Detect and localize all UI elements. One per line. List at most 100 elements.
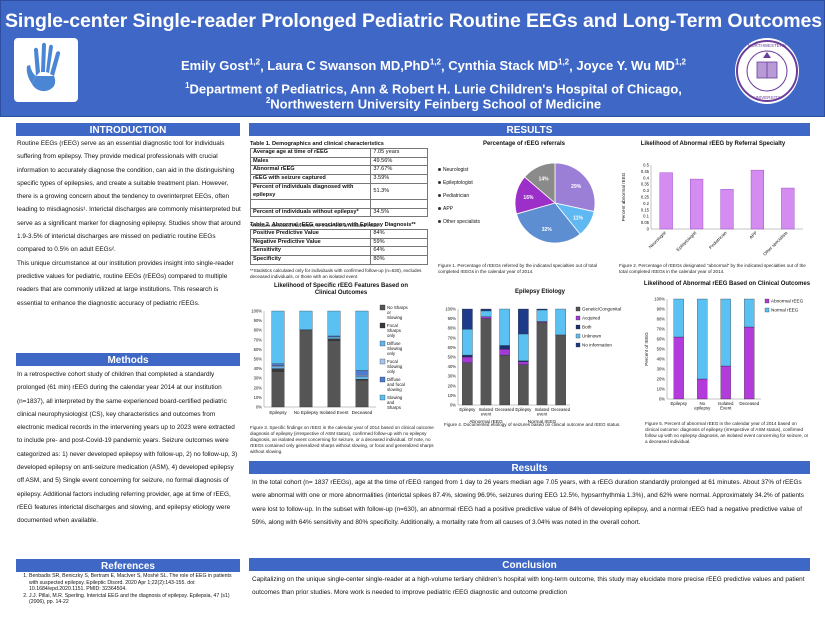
y-tick-label: 60% — [657, 337, 666, 342]
legend-swatch — [575, 342, 581, 348]
bar-segment — [327, 310, 341, 337]
x-tick-label: Deceased — [495, 407, 515, 412]
legend-label: Both — [582, 325, 592, 330]
group-label: Abnormal rEEG — [469, 419, 503, 425]
figure-4-title: Epilepsy Etiology — [514, 289, 565, 295]
table-cell-label: rEEG with seizure captured — [249, 174, 372, 184]
y-tick-label: 20% — [657, 377, 666, 382]
affiliation-1: 1Department of Pediatrics, Ann & Robert … — [185, 81, 682, 97]
x-tick-label: Epilepsy — [515, 407, 532, 412]
bar-segment — [555, 334, 566, 406]
y-tick-label: 0.1 — [643, 214, 649, 219]
table-cell-value: 59% — [370, 237, 428, 248]
legend-swatch — [379, 358, 386, 365]
table-cell-label — [249, 199, 372, 209]
author-name: Cynthia Stack MD1,2 — [448, 58, 570, 74]
table-row: Specificity 80% — [249, 255, 428, 265]
x-tick-label: Isolated — [479, 407, 494, 412]
y-tick-label: 0.2 — [643, 201, 649, 206]
bar-segment — [673, 298, 684, 338]
bar — [720, 189, 734, 230]
y-tick-label: 0.05 — [641, 220, 650, 225]
table-row: Positive Predictive Value 84% — [249, 229, 428, 239]
x-tick-label: epilepsy — [694, 406, 711, 411]
table-cell-label: Abnormal rEEG — [249, 165, 372, 176]
bar-segment — [744, 326, 755, 400]
reference-item: Benbadis SR, Beniczky S, Bertram E, MacI… — [29, 573, 241, 593]
x-tick-label: event — [537, 412, 548, 417]
results-summary-heading: Results — [248, 460, 811, 475]
bar-segment — [744, 298, 755, 328]
legend-bullet-icon — [438, 167, 441, 171]
x-tick-label: Event — [720, 406, 732, 411]
references-heading: References — [15, 558, 241, 573]
methods-text: In a retrospective cohort study of child… — [17, 371, 238, 525]
table-2-footnote: **Statistics calculated only for individ… — [250, 267, 422, 279]
y-tick-label: 20% — [448, 383, 457, 388]
legend-label: Slowing — [387, 395, 403, 400]
x-tick-label: Deceased — [551, 407, 571, 412]
x-tick-label: No Epilepsy — [294, 410, 319, 415]
legend-label: only — [387, 333, 396, 338]
svg-text:NORTHWESTERN: NORTHWESTERN — [748, 43, 786, 48]
x-tick-label: Pediatrician — [708, 230, 728, 250]
table-row: Sensitivity 64% — [249, 246, 428, 257]
affiliation-2: 2Northwestern University Feinberg School… — [265, 96, 602, 112]
legend-label: only — [387, 351, 396, 356]
legend-swatch — [379, 304, 386, 311]
figure-4: Epilepsy Etiology 0% 10% 20% 30% 40% 50% 60% 70… — [440, 289, 640, 439]
table-cell-value: 34.5% — [370, 207, 428, 218]
table-1-footnote: *excludes deceased individuals, or those… — [250, 223, 379, 229]
legend-swatch — [379, 322, 386, 329]
bar-segment — [480, 316, 492, 319]
y-tick-label: 20% — [254, 385, 263, 390]
x-tick-label: APP — [748, 230, 758, 240]
y-tick-label: 100% — [445, 307, 456, 312]
bar-segment — [355, 379, 369, 408]
legend-label: Slowing — [387, 364, 403, 369]
bar — [690, 178, 704, 230]
y-tick-label: 30% — [657, 367, 666, 372]
legend-label: Unknown — [582, 334, 602, 339]
figure-5-title: Likelihood of Abnormal rEEG Based on Cli… — [643, 281, 811, 287]
x-tick-label: Epilepsy — [459, 407, 476, 412]
predictive-value-table: Positive Predictive Value 84% Negative Pre… — [249, 229, 428, 265]
x-tick-label: No — [699, 401, 705, 406]
bar-segment — [720, 365, 731, 400]
bar-segment — [536, 308, 548, 311]
table-row: Males 49.56% — [249, 156, 428, 167]
bar-segment — [327, 340, 341, 408]
y-axis-label: Percent abnormal rEEG — [621, 172, 626, 221]
bar-segment — [480, 308, 492, 312]
table-row: rEEG with seizure captured 3.59% — [249, 174, 428, 184]
y-tick-label: 100% — [251, 309, 262, 314]
figure-1-caption: Figure 1. Percentage of rEEGs referred b… — [438, 263, 598, 275]
pie-slice — [554, 162, 596, 213]
bar-segment — [499, 345, 510, 350]
legend-item: Neurologist — [438, 167, 498, 173]
y-tick-label: 70% — [448, 335, 457, 340]
bar-segment — [327, 336, 341, 339]
figure-3-title: Likelihood of Specific rEEG Features Bas… — [273, 283, 409, 296]
author-list: Emily Gost1,2, Laura C Swanson MD,PhD1,2… — [181, 58, 686, 74]
table-cell-value — [370, 199, 428, 209]
bar-segment — [697, 298, 708, 380]
legend-swatch — [379, 340, 386, 347]
legend-item: Other specialists — [438, 219, 498, 225]
x-tick-label: Epilepsy — [269, 410, 287, 415]
y-tick-label: 0% — [659, 397, 665, 402]
legend-swatch — [575, 333, 581, 339]
y-tick-label: 100% — [654, 297, 665, 302]
table-cell-label: Positive Predictive Value — [249, 229, 372, 239]
table-row — [249, 199, 428, 209]
bar-segment — [518, 361, 529, 365]
x-tick-label: Epileptologist — [675, 230, 698, 253]
etiology-chart: 0% 10% 20% 30% 40% 50% 60% 70% 80% 90% 100% Epileps… — [445, 307, 621, 426]
y-tick-label: 0.45 — [641, 169, 650, 174]
legend-label: No Sharps — [387, 305, 409, 310]
x-tick-label: Other specialists — [762, 230, 789, 257]
legend-label: No information — [582, 343, 612, 348]
x-tick-label: Isolated Event — [319, 410, 349, 415]
reference-item: J.J. Pillai, M.R. Sperling. Interictal E… — [29, 593, 241, 606]
table-row: Negative Predictive Value 59% — [249, 237, 428, 248]
